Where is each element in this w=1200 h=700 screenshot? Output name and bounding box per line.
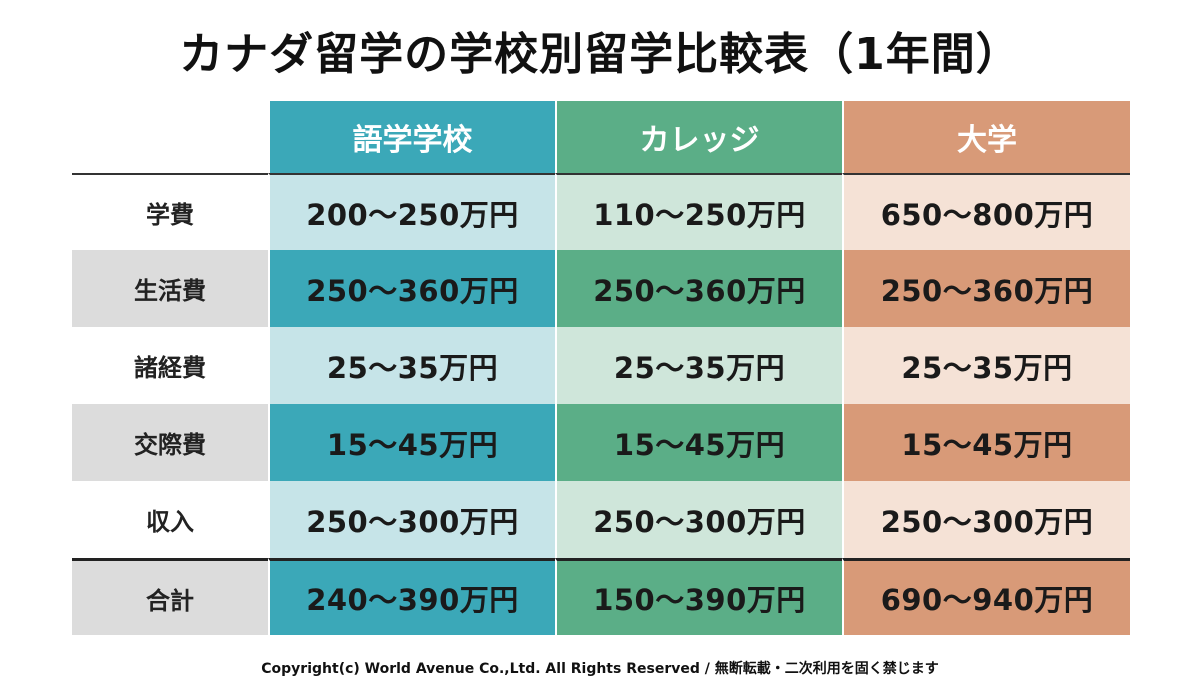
cell-social-language-school: 15〜45万円 (268, 404, 555, 481)
cell-living-cost-college: 250〜360万円 (555, 250, 842, 327)
row-label-total: 合計 (72, 558, 268, 635)
cell-income-university: 250〜300万円 (842, 481, 1130, 558)
cell-tuition-university: 650〜800万円 (842, 173, 1130, 250)
row-label-living-cost: 生活費 (72, 250, 268, 327)
row-label-tuition: 学費 (72, 173, 268, 250)
cell-living-cost-language-school: 250〜360万円 (268, 250, 555, 327)
cell-social-university: 15〜45万円 (842, 404, 1130, 481)
row-label-social-expenses: 交際費 (72, 404, 268, 481)
row-label-misc-expenses: 諸経費 (72, 327, 268, 404)
cell-misc-college: 25〜35万円 (555, 327, 842, 404)
cell-income-college: 250〜300万円 (555, 481, 842, 558)
cell-social-college: 15〜45万円 (555, 404, 842, 481)
cell-total-language-school: 240〜390万円 (268, 558, 555, 635)
copyright-footer: Copyright(c) World Avenue Co.,Ltd. All R… (261, 661, 939, 677)
cell-living-cost-university: 250〜360万円 (842, 250, 1130, 327)
cell-total-university: 690〜940万円 (842, 558, 1130, 635)
header-university: 大学 (842, 101, 1130, 173)
cell-tuition-college: 110〜250万円 (555, 173, 842, 250)
cell-misc-language-school: 25〜35万円 (268, 327, 555, 404)
page-title: カナダ留学の学校別留学比較表（1年間） (179, 29, 1021, 80)
header-college: カレッジ (555, 101, 842, 173)
header-blank-cell (72, 101, 268, 173)
cell-misc-university: 25〜35万円 (842, 327, 1130, 404)
cell-tuition-language-school: 200〜250万円 (268, 173, 555, 250)
row-label-income: 収入 (72, 481, 268, 558)
comparison-table: 語学学校 カレッジ 大学 学費 200〜250万円 110〜250万円 650〜… (72, 101, 1130, 635)
cell-income-language-school: 250〜300万円 (268, 481, 555, 558)
cell-total-college: 150〜390万円 (555, 558, 842, 635)
header-language-school: 語学学校 (268, 101, 555, 173)
